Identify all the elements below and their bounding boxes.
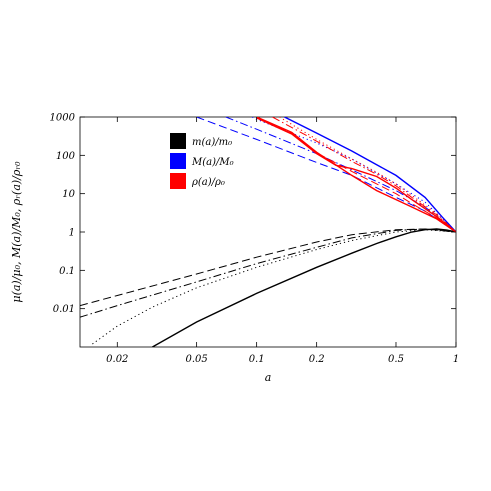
x-tick-label: 0.02 bbox=[106, 354, 128, 365]
series-line-M-dashed-5 bbox=[196, 117, 456, 233]
series-line-rho-dashdot-11 bbox=[272, 117, 456, 233]
legend-swatch bbox=[170, 153, 186, 169]
y-axis: 0.01 0.1 1 10 100 1000 bbox=[50, 113, 456, 315]
y-tick-label: 100 bbox=[56, 151, 76, 162]
series-line-rho-solid-9 bbox=[256, 117, 456, 233]
series-line-rho-dashed-10 bbox=[256, 117, 456, 233]
series-layer bbox=[80, 117, 456, 347]
series-line-M-dotted-7 bbox=[251, 117, 456, 233]
y-tick-label: 0.1 bbox=[59, 266, 75, 277]
series-line-M-solid-4 bbox=[284, 117, 456, 233]
x-tick-label: 0.1 bbox=[249, 354, 265, 365]
x-axis: 0.02 0.05 0.1 0.2 0.5 1 bbox=[106, 117, 459, 365]
x-axis-label: a bbox=[265, 371, 272, 384]
x-tick-label: 1 bbox=[453, 354, 459, 365]
series-line-m-solid-0 bbox=[152, 228, 456, 347]
legend-label: M(a)/M₀ bbox=[191, 157, 234, 168]
legend: m(a)/m₀ M(a)/M₀ ρ(a)/ρ₀ bbox=[170, 133, 234, 189]
plot-frame bbox=[79, 116, 457, 348]
x-tick-label: 0.5 bbox=[388, 354, 404, 365]
y-tick-label: 1000 bbox=[50, 113, 76, 124]
legend-swatch bbox=[170, 133, 186, 149]
legend-label: m(a)/m₀ bbox=[192, 137, 232, 148]
x-tick-label: 0.2 bbox=[309, 354, 325, 365]
y-tick-label: 10 bbox=[62, 189, 75, 200]
legend-label: ρ(a)/ρ₀ bbox=[191, 177, 225, 188]
y-tick-label: 0.01 bbox=[53, 304, 75, 315]
y-tick-label: 1 bbox=[69, 228, 75, 239]
y-axis-label: μ(a)/μ₀, M(a)/M₀, ρᵣ(a)/ρᵣ₀ bbox=[10, 161, 23, 303]
series-line-m-dashdot-2 bbox=[80, 228, 456, 318]
series-line-rho-solid-8 bbox=[256, 117, 456, 233]
x-tick-label: 0.05 bbox=[185, 354, 207, 365]
series-line-m-dotted-1 bbox=[92, 229, 456, 345]
series-line-M-dashdot-6 bbox=[225, 117, 456, 233]
legend-swatch bbox=[170, 173, 186, 189]
series-line-m-dashed-3 bbox=[80, 228, 456, 307]
